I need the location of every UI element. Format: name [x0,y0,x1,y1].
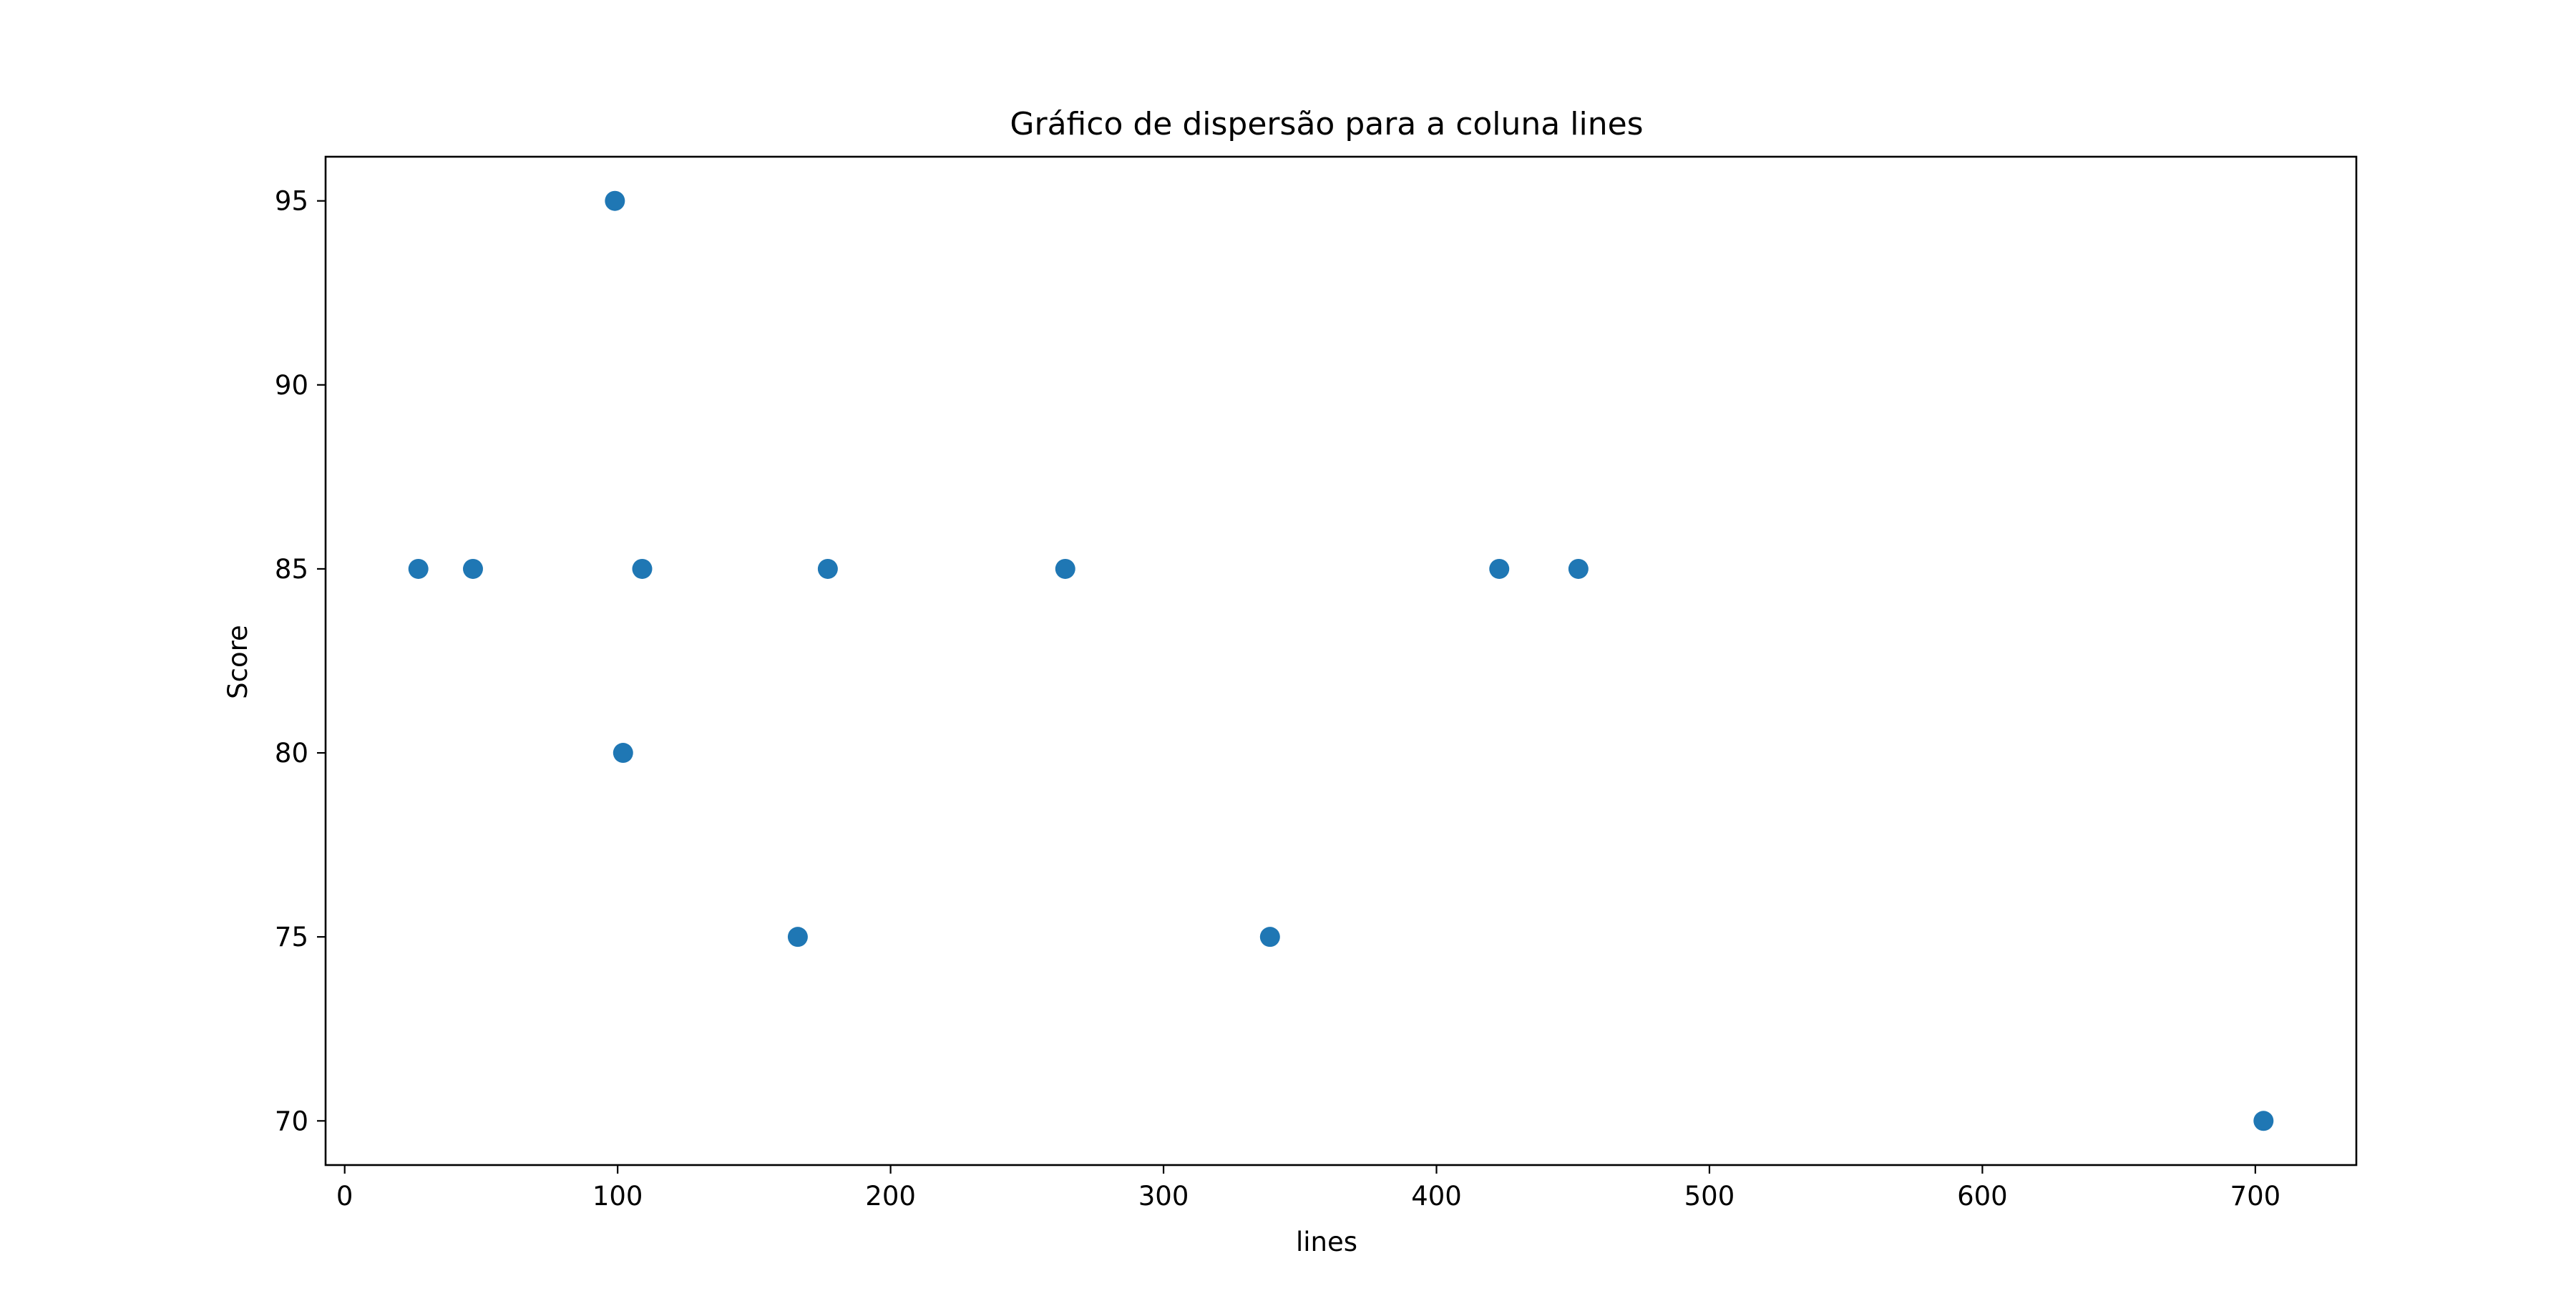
x-tick-label: 700 [2230,1181,2281,1212]
y-tick-label: 90 [275,370,308,401]
data-point [1259,927,1280,947]
data-point [2253,1111,2274,1131]
plot-area [324,155,2358,1166]
chart-title: Gráfico de dispersão para a coluna lines [1010,106,1643,142]
x-axis: 0 100 200 300 400 500 600 700 [336,1165,2280,1212]
y-tick-label: 95 [275,186,308,217]
data-point [605,190,625,211]
data-point [1055,558,1075,579]
x-tick-label: 300 [1138,1181,1189,1212]
data-point [787,927,808,947]
x-tick-label: 100 [592,1181,643,1212]
y-tick-label: 85 [275,554,308,585]
data-point [613,743,633,764]
x-tick-label: 0 [336,1181,353,1212]
y-tick-label: 70 [275,1106,308,1136]
y-tick-label: 80 [275,738,308,769]
x-tick-label: 600 [1957,1181,2008,1212]
y-axis-label: Score [223,625,253,699]
data-point [462,558,483,579]
y-tick-label: 75 [275,922,308,953]
x-axis-label: lines [1296,1227,1357,1257]
data-point [817,558,838,579]
data-points [408,190,2274,1131]
x-tick-label: 400 [1411,1181,1462,1212]
plot-frame [324,155,2358,1166]
data-point [1568,558,1589,579]
data-point [632,558,653,579]
x-tick-label: 200 [865,1181,916,1212]
x-tick-label: 500 [1684,1181,1735,1212]
y-axis: 70 75 80 85 90 95 [275,186,326,1136]
data-point [408,558,429,579]
data-point [1489,558,1510,579]
